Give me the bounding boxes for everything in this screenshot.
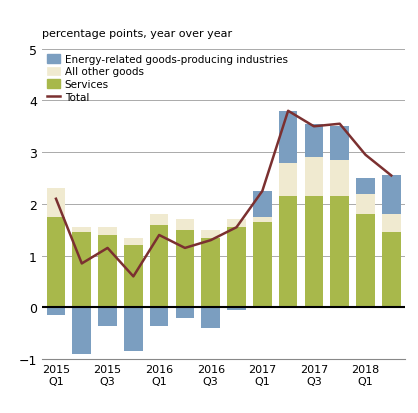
Bar — [201, 308, 220, 328]
Bar — [72, 308, 91, 354]
Bar — [305, 124, 323, 158]
Bar — [227, 228, 246, 308]
Bar — [227, 220, 246, 228]
Bar — [98, 228, 117, 235]
Bar — [150, 215, 168, 225]
Bar — [330, 197, 349, 308]
Bar — [176, 230, 194, 308]
Bar — [279, 112, 297, 163]
Bar — [227, 308, 246, 310]
Bar — [124, 246, 143, 308]
Bar — [124, 238, 143, 246]
Bar — [279, 163, 297, 197]
Bar — [356, 215, 375, 308]
Bar — [253, 192, 272, 217]
Bar — [47, 308, 65, 316]
Bar — [98, 235, 117, 308]
Bar — [330, 161, 349, 197]
Bar — [72, 228, 91, 233]
Bar — [201, 230, 220, 238]
Bar — [356, 194, 375, 215]
Bar — [98, 308, 117, 326]
Bar — [201, 238, 220, 308]
Bar — [253, 223, 272, 308]
Bar — [382, 176, 400, 215]
Bar — [382, 233, 400, 308]
Bar — [47, 189, 65, 217]
Bar — [330, 127, 349, 161]
Bar — [47, 217, 65, 308]
Bar — [72, 233, 91, 308]
Bar — [305, 197, 323, 308]
Bar — [124, 308, 143, 351]
Bar — [279, 197, 297, 308]
Bar — [253, 217, 272, 223]
Text: percentage points, year over year: percentage points, year over year — [42, 29, 232, 39]
Bar — [305, 158, 323, 197]
Bar — [382, 215, 400, 233]
Bar — [150, 308, 168, 326]
Bar — [356, 179, 375, 194]
Bar — [176, 308, 194, 318]
Legend: Energy-related goods-producing industries, All other goods, Services, Total: Energy-related goods-producing industrie… — [47, 55, 288, 102]
Bar — [150, 225, 168, 308]
Bar — [176, 220, 194, 230]
